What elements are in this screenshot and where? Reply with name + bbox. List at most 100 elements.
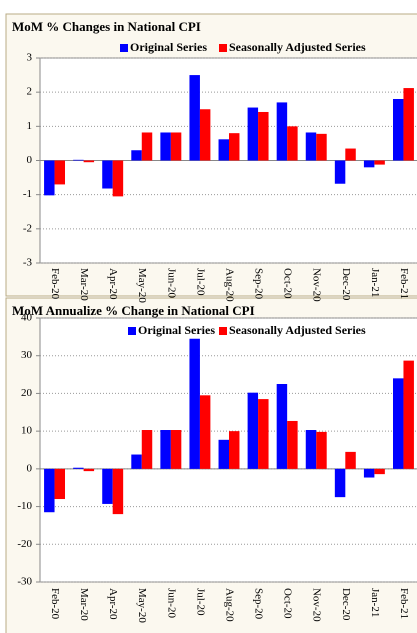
bar <box>334 468 346 498</box>
bar <box>218 439 229 469</box>
y-tick-label: -1 <box>23 188 32 200</box>
x-tick-label: Apr-20 <box>107 268 119 300</box>
bar <box>403 88 414 161</box>
bar <box>189 75 200 161</box>
bar <box>73 159 84 161</box>
y-tick-label: 30 <box>21 349 33 361</box>
y-tick-label: -10 <box>17 500 32 512</box>
legend-label: Original Series <box>138 323 215 337</box>
bar <box>305 132 317 161</box>
bar <box>276 384 288 469</box>
bar <box>247 107 259 161</box>
x-tick-label: Sep-20 <box>253 268 265 300</box>
y-tick-label: 3 <box>27 52 33 64</box>
legend-label: Original Series <box>130 40 207 54</box>
bar <box>141 132 153 161</box>
bar <box>363 160 375 168</box>
bar <box>403 360 414 469</box>
bar <box>316 133 327 161</box>
x-tick-label: Jul-20 <box>194 268 206 296</box>
bar <box>102 160 113 189</box>
bar <box>218 139 229 161</box>
bar <box>131 150 142 161</box>
bar <box>334 160 346 184</box>
y-tick-label: 0 <box>27 462 33 474</box>
bar <box>44 160 55 196</box>
bar <box>141 430 153 469</box>
chart-title: MoM % Changes in National CPI <box>12 19 201 34</box>
bar <box>258 111 269 161</box>
bar <box>44 468 55 513</box>
x-tick-label: Aug-20 <box>223 268 235 302</box>
bar <box>345 451 356 469</box>
bar <box>229 133 240 161</box>
bar <box>73 467 84 469</box>
y-tick-label: 1 <box>27 120 33 132</box>
bar <box>160 132 171 161</box>
y-tick-label: -2 <box>23 222 32 234</box>
bar <box>305 430 317 469</box>
x-tick-label: Oct-20 <box>282 268 294 299</box>
bar <box>131 454 142 469</box>
x-tick-label: Nov-20 <box>311 588 323 622</box>
y-tick-label: 10 <box>21 425 33 437</box>
bar <box>316 431 327 469</box>
legend-label: Seasonally Adjusted Series <box>229 323 366 337</box>
legend-swatch <box>219 44 227 52</box>
bar <box>287 126 298 161</box>
bar <box>102 468 113 504</box>
bar <box>392 99 404 161</box>
x-tick-label: Aug-20 <box>223 588 235 622</box>
bar <box>392 378 404 469</box>
bar <box>54 160 66 185</box>
x-tick-label: Dec-20 <box>340 268 352 301</box>
x-tick-label: Jan-21 <box>369 268 381 297</box>
bar <box>160 430 171 469</box>
y-tick-label: -3 <box>23 257 33 269</box>
legend-swatch <box>128 327 136 335</box>
legend-swatch <box>120 44 128 52</box>
bar <box>199 109 211 161</box>
x-tick-label: Jun-20 <box>165 268 177 298</box>
bar <box>83 160 95 163</box>
x-tick-label: Jul-20 <box>194 588 206 616</box>
bar <box>247 392 259 469</box>
y-tick-label: 0 <box>27 154 33 166</box>
bar <box>363 468 375 478</box>
x-tick-label: Mar-20 <box>78 588 90 621</box>
y-tick-label: 20 <box>21 387 33 399</box>
x-tick-label: Oct-20 <box>282 588 294 619</box>
y-tick-label: -20 <box>17 538 32 550</box>
x-tick-label: Feb-21 <box>398 268 410 299</box>
bar <box>83 468 95 472</box>
x-tick-label: Apr-20 <box>107 588 119 620</box>
chart-title: MoM Annualize % Change in National CPI <box>12 303 255 318</box>
x-tick-label: Nov-20 <box>311 268 323 302</box>
bar <box>374 468 385 475</box>
x-tick-label: Feb-20 <box>49 268 61 300</box>
y-tick-label: -30 <box>17 576 32 588</box>
x-tick-label: Jan-21 <box>369 588 381 617</box>
x-tick-label: Sep-20 <box>253 588 265 620</box>
bar <box>170 132 182 161</box>
bar <box>170 430 182 469</box>
bar <box>199 395 211 469</box>
bar <box>112 160 124 197</box>
x-tick-label: May-20 <box>136 268 148 303</box>
bar <box>374 160 385 165</box>
x-tick-label: Jun-20 <box>165 588 177 618</box>
x-tick-label: Feb-21 <box>398 588 410 619</box>
y-tick-label: 2 <box>27 86 33 98</box>
x-tick-label: Dec-20 <box>340 588 352 621</box>
bar <box>345 148 356 161</box>
bar <box>287 420 298 469</box>
bar <box>258 399 269 469</box>
x-tick-label: Feb-20 <box>49 588 61 620</box>
y-tick-label: 40 <box>21 312 33 324</box>
bar <box>276 102 288 161</box>
bar <box>54 468 66 500</box>
bar <box>229 431 240 469</box>
legend-swatch <box>219 327 227 335</box>
legend-label: Seasonally Adjusted Series <box>229 40 366 54</box>
